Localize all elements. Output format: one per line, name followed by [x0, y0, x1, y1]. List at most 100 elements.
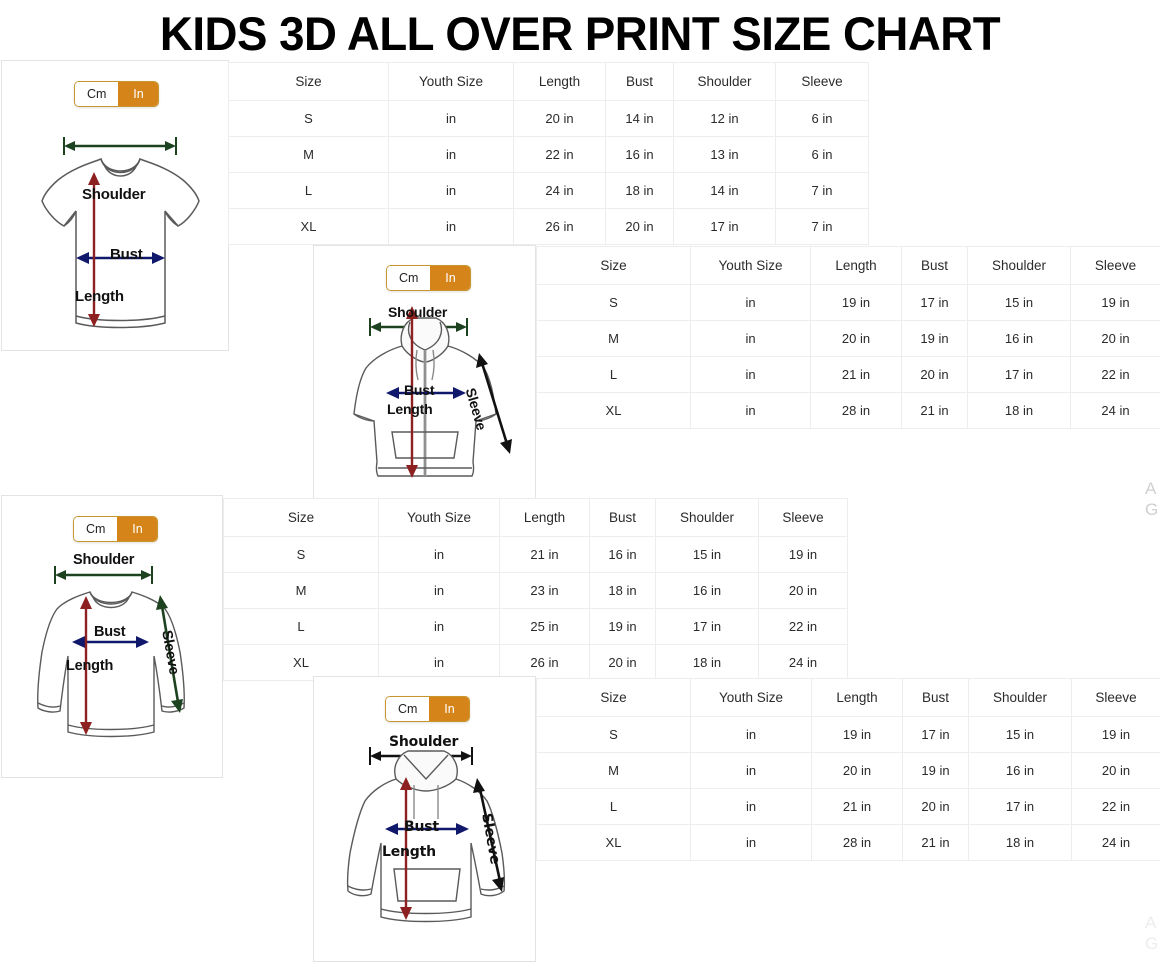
- size-table-tshirt: Size Youth Size Length Bust Shoulder Sle…: [228, 62, 869, 245]
- label-bust: Bust: [404, 382, 435, 398]
- cell-youth-size: in: [388, 172, 514, 209]
- cell-length: 20 in: [513, 100, 606, 137]
- unit-toggle-zip-hoodie[interactable]: Cm In: [386, 265, 472, 291]
- cell-size: XL: [536, 392, 691, 429]
- cell-length: 25 in: [499, 608, 590, 645]
- unit-option-in[interactable]: In: [430, 266, 471, 290]
- cell-shoulder: 17 in: [655, 608, 759, 645]
- col-bust: Bust: [589, 498, 656, 537]
- table-row: S in 19 in 17 in 15 in 19 in: [536, 284, 1160, 321]
- cell-shoulder: 13 in: [673, 136, 776, 173]
- col-size: Size: [223, 498, 379, 537]
- cell-shoulder: 18 in: [968, 824, 1072, 861]
- cell-size: L: [228, 172, 389, 209]
- col-bust: Bust: [901, 246, 968, 285]
- col-youth-size: Youth Size: [388, 62, 514, 101]
- cell-bust: 20 in: [902, 788, 969, 825]
- col-sleeve: Sleeve: [775, 62, 869, 101]
- col-shoulder: Shoulder: [968, 678, 1072, 717]
- cell-youth-size: in: [378, 572, 500, 609]
- cell-bust: 14 in: [605, 100, 674, 137]
- cell-shoulder: 15 in: [967, 284, 1071, 321]
- cell-length: 19 in: [811, 716, 903, 753]
- col-size: Size: [536, 678, 691, 717]
- table-row: XL in 28 in 21 in 18 in 24 in: [536, 392, 1160, 429]
- cell-youth-size: in: [690, 284, 811, 321]
- cell-bust: 20 in: [589, 644, 656, 681]
- cell-size: M: [223, 572, 379, 609]
- unit-option-cm[interactable]: Cm: [74, 517, 118, 541]
- cell-length: 21 in: [499, 536, 590, 573]
- zip-hoodie-diagram: [353, 306, 512, 478]
- col-shoulder: Shoulder: [655, 498, 759, 537]
- unit-option-in[interactable]: In: [118, 82, 159, 106]
- cell-sleeve: 20 in: [758, 572, 848, 609]
- unit-option-in[interactable]: In: [117, 517, 158, 541]
- edge-note-top: A G: [1145, 478, 1158, 520]
- unit-toggle-tshirt[interactable]: Cm In: [74, 81, 160, 107]
- cell-sleeve: 6 in: [775, 136, 869, 173]
- cell-sleeve: 19 in: [1070, 284, 1160, 321]
- cell-shoulder: 16 in: [967, 320, 1071, 357]
- col-shoulder: Shoulder: [967, 246, 1071, 285]
- cell-size: S: [536, 284, 691, 321]
- unit-toggle-long-sleeve[interactable]: Cm In: [73, 516, 159, 542]
- cell-shoulder: 16 in: [655, 572, 759, 609]
- cell-sleeve: 7 in: [775, 208, 869, 245]
- cell-youth-size: in: [378, 536, 500, 573]
- table-row: M in 23 in 18 in 16 in 20 in: [223, 572, 848, 609]
- unit-option-cm[interactable]: Cm: [387, 266, 431, 290]
- cell-size: S: [223, 536, 379, 573]
- cell-youth-size: in: [690, 392, 811, 429]
- cell-bust: 17 in: [902, 716, 969, 753]
- cell-shoulder: 17 in: [673, 208, 776, 245]
- col-shoulder: Shoulder: [673, 62, 776, 101]
- unit-toggle-pullover-hoodie[interactable]: Cm In: [385, 696, 471, 722]
- cell-youth-size: in: [378, 608, 500, 645]
- col-size: Size: [228, 62, 389, 101]
- cell-sleeve: 24 in: [1071, 824, 1160, 861]
- cell-sleeve: 20 in: [1070, 320, 1160, 357]
- cell-youth-size: in: [690, 320, 811, 357]
- cell-length: 20 in: [811, 752, 903, 789]
- cell-length: 26 in: [513, 208, 606, 245]
- col-length: Length: [513, 62, 606, 101]
- unit-option-cm[interactable]: Cm: [386, 697, 430, 721]
- cell-sleeve: 24 in: [1070, 392, 1160, 429]
- col-bust: Bust: [605, 62, 674, 101]
- col-youth-size: Youth Size: [690, 246, 811, 285]
- cell-youth-size: in: [388, 208, 514, 245]
- table-row: L in 24 in 18 in 14 in 7 in: [228, 172, 869, 209]
- unit-option-in[interactable]: In: [429, 697, 470, 721]
- cell-sleeve: 22 in: [758, 608, 848, 645]
- cell-sleeve: 20 in: [1071, 752, 1160, 789]
- cell-length: 23 in: [499, 572, 590, 609]
- page-title: KIDS 3D ALL OVER PRINT SIZE CHART: [159, 7, 1001, 60]
- table-row: XL in 26 in 20 in 17 in 7 in: [228, 208, 869, 245]
- size-table-long-sleeve: Size Youth Size Length Bust Shoulder Sle…: [223, 498, 848, 681]
- tshirt-diagram: [41, 137, 200, 329]
- cell-length: 28 in: [811, 824, 903, 861]
- col-length: Length: [499, 498, 590, 537]
- cell-length: 21 in: [811, 788, 903, 825]
- col-youth-size: Youth Size: [378, 498, 500, 537]
- table-header-row: Size Youth Size Length Bust Shoulder Sle…: [228, 62, 869, 101]
- cell-sleeve: 19 in: [758, 536, 848, 573]
- edge-note-line-4: G: [1145, 934, 1159, 953]
- cell-bust: 20 in: [901, 356, 968, 393]
- cell-bust: 21 in: [901, 392, 968, 429]
- size-table-pullover-hoodie: Size Youth Size Length Bust Shoulder Sle…: [536, 678, 1160, 861]
- cell-size: XL: [223, 644, 379, 681]
- size-table-zip-hoodie: Size Youth Size Length Bust Shoulder Sle…: [536, 246, 1160, 429]
- cell-shoulder: 17 in: [968, 788, 1072, 825]
- unit-option-cm[interactable]: Cm: [75, 82, 119, 106]
- table-row: L in 25 in 19 in 17 in 22 in: [223, 608, 848, 645]
- cell-shoulder: 15 in: [655, 536, 759, 573]
- diagram-panel-zip-hoodie: Cm In: [313, 245, 536, 500]
- cell-size: L: [223, 608, 379, 645]
- cell-length: 24 in: [513, 172, 606, 209]
- cell-youth-size: in: [690, 752, 812, 789]
- label-shoulder: Shoulder: [388, 304, 448, 320]
- table-row: S in 19 in 17 in 15 in 19 in: [536, 716, 1160, 753]
- cell-length: 26 in: [499, 644, 590, 681]
